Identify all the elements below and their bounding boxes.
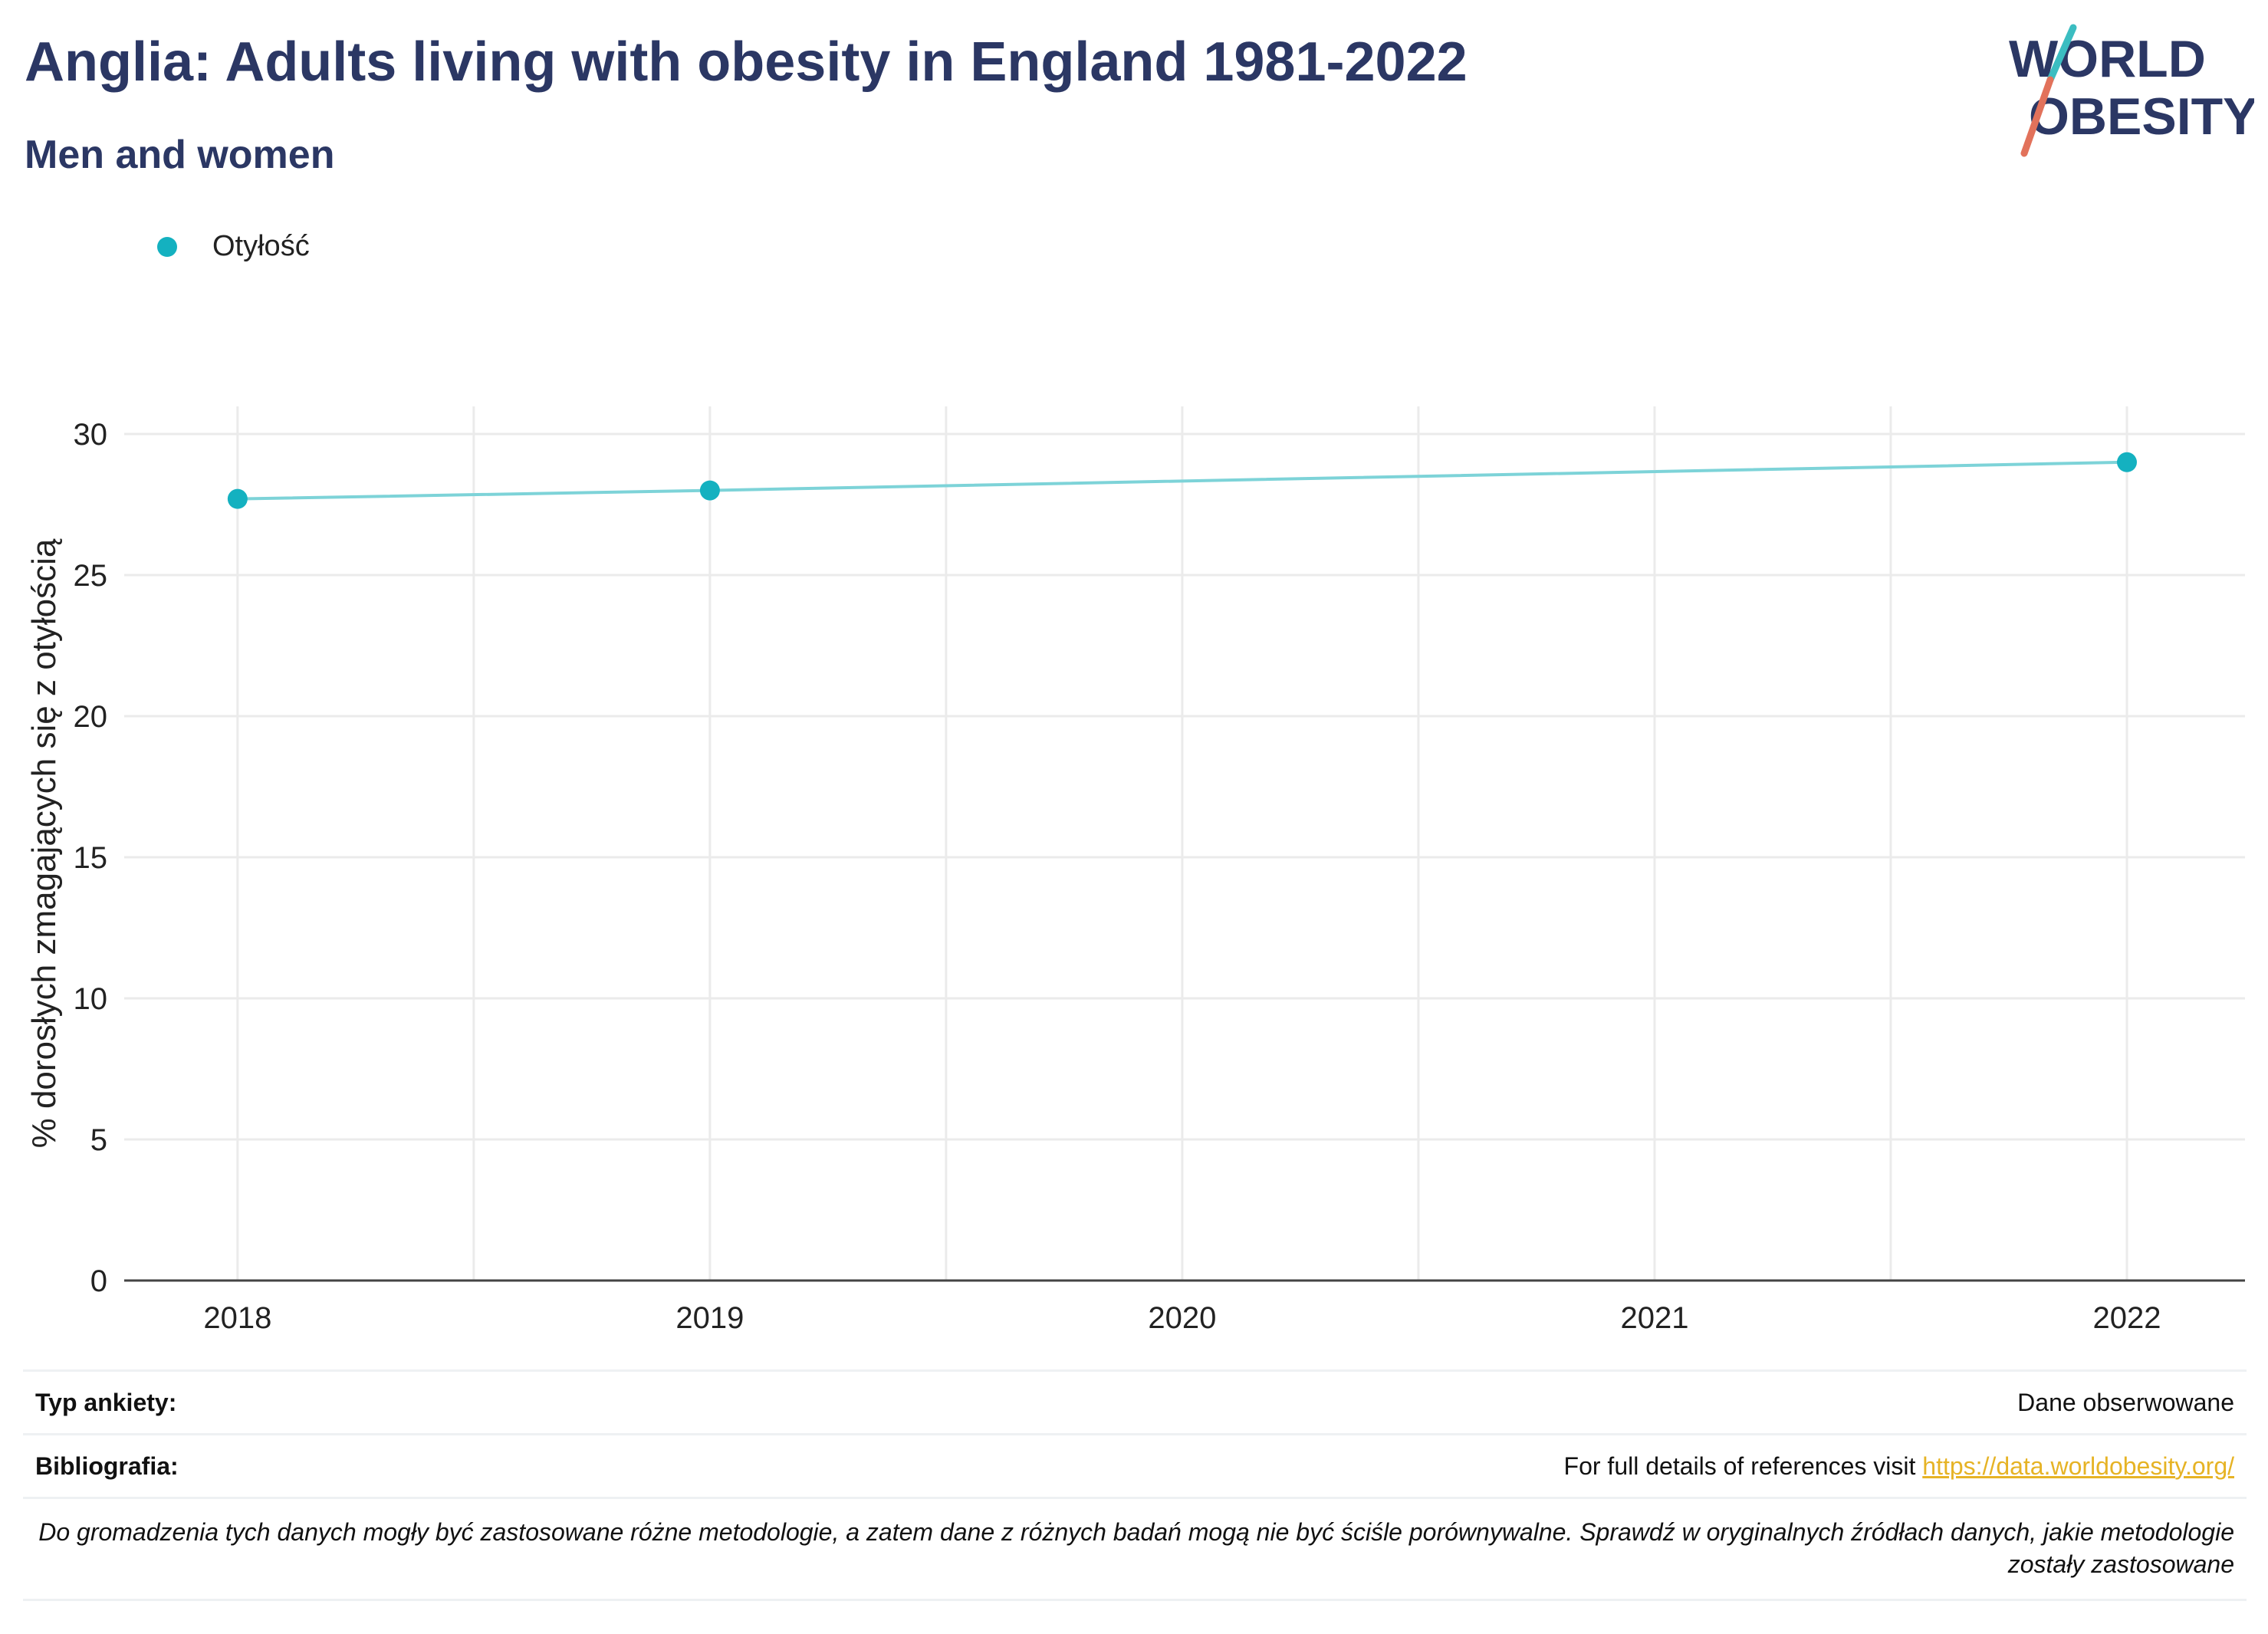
y-tick-label: 10 bbox=[74, 982, 108, 1016]
legend[interactable]: Otyłość bbox=[157, 230, 310, 263]
x-tick-label: 2022 bbox=[2092, 1301, 2161, 1335]
legend-label: Otyłość bbox=[212, 230, 310, 262]
x-tick-label: 2020 bbox=[1148, 1301, 1216, 1335]
data-point bbox=[227, 488, 248, 509]
y-tick-label: 25 bbox=[74, 559, 108, 593]
svg-text:WORLD: WORLD bbox=[2009, 30, 2206, 88]
line-chart: 0 5 10 15 20 25 30 2018 2019 2020 2021 2022 % dorosł… bbox=[25, 406, 2245, 1335]
footer-table: Typ ankiety: Dane obserwowane Bibliograf… bbox=[23, 1369, 2247, 1601]
svg-text:OBESITY: OBESITY bbox=[2029, 87, 2254, 146]
survey-type-value: Dane obserwowane bbox=[2017, 1388, 2234, 1416]
bibliography-text: For full details of references visit bbox=[1563, 1452, 1916, 1480]
bibliography-row: Bibliografia: For full details of refere… bbox=[23, 1433, 2247, 1497]
bibliography-label: Bibliografia: bbox=[35, 1452, 179, 1480]
chart-title: Anglia: Adults living with obesity in En… bbox=[25, 31, 1468, 93]
y-tick-label: 0 bbox=[90, 1264, 107, 1298]
y-tick-label: 20 bbox=[74, 700, 108, 734]
data-point bbox=[2116, 452, 2137, 472]
legend-marker bbox=[157, 236, 177, 257]
y-axis-label: % dorosłych zmagających się z otyłością bbox=[25, 538, 63, 1148]
survey-type-label: Typ ankiety: bbox=[35, 1388, 177, 1416]
chart-subtitle: Men and women bbox=[25, 133, 335, 177]
y-tick-label: 30 bbox=[74, 418, 108, 452]
bibliography-link[interactable]: https://data.worldobesity.org/ bbox=[1922, 1452, 2234, 1480]
world-obesity-logo: WORLD OBESITY bbox=[2009, 24, 2254, 157]
x-tick-label: 2018 bbox=[203, 1301, 271, 1335]
survey-type-row: Typ ankiety: Dane obserwowane bbox=[23, 1369, 2247, 1433]
methodology-note: Do gromadzenia tych danych mogły być zas… bbox=[23, 1497, 2247, 1601]
x-tick-label: 2021 bbox=[1620, 1301, 1688, 1335]
bibliography-value: For full details of references visit htt… bbox=[1564, 1452, 2234, 1481]
data-point bbox=[699, 480, 720, 501]
x-tick-label: 2019 bbox=[675, 1301, 744, 1335]
y-tick-label: 5 bbox=[90, 1123, 107, 1157]
y-tick-label: 15 bbox=[74, 841, 108, 875]
